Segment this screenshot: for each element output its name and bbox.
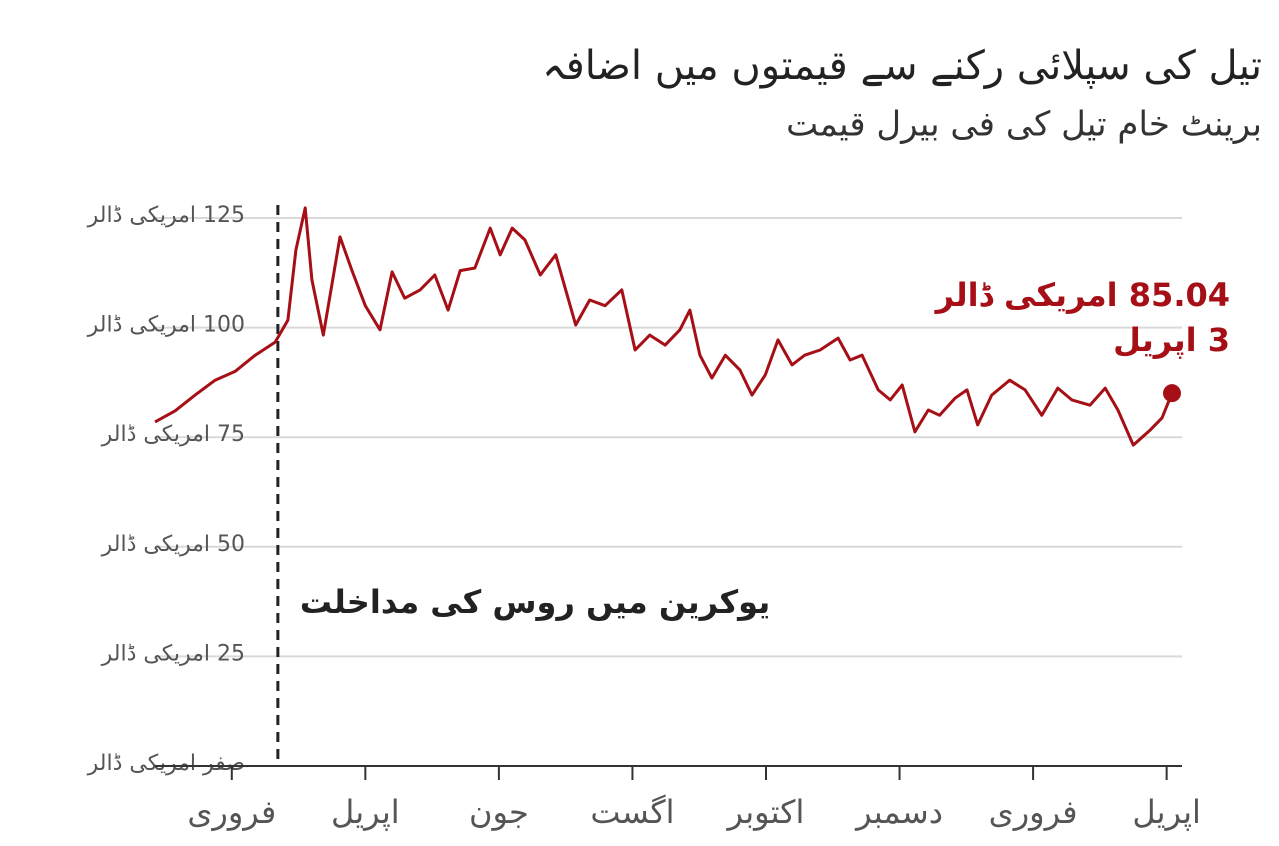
event-label: یوکرین میں روس کی مداخلت: [300, 583, 770, 621]
y-tick-label: 50 امریکی ڈالر: [101, 532, 245, 557]
x-tick-label: اپریل: [1132, 793, 1201, 831]
x-tick-label: اگست: [590, 793, 674, 831]
x-tick-label: فروری: [187, 793, 276, 831]
x-tick-label: اپریل: [331, 793, 400, 831]
date-label: 3 اپریل: [1113, 321, 1230, 359]
y-tick-label: 75 امریکی ڈالر: [101, 422, 245, 447]
chart-subtitle: برینٹ خام تیل کی فی بیرل قیمت: [786, 105, 1262, 145]
price-line: [154, 206, 1174, 447]
x-tick-label: دسمبر: [854, 793, 943, 831]
y-tick-label: 100 امریکی ڈالر: [87, 313, 245, 338]
x-tick-label: اکتوبر: [726, 793, 805, 831]
x-tick-label: جون: [469, 793, 529, 831]
y-tick-label: 125 امریکی ڈالر: [87, 203, 245, 228]
y-tick-label: 25 امریکی ڈالر: [101, 641, 245, 666]
chart-title: تیل کی سپلائی رکنے سے قیمتوں میں اضافہ: [542, 43, 1262, 89]
x-tick-label: فروری: [989, 793, 1078, 831]
value-label: 85.04 امریکی ڈالر: [934, 276, 1230, 314]
end-point: [1162, 384, 1181, 403]
y-tick-label: صفر امریکی ڈالر: [87, 751, 245, 776]
